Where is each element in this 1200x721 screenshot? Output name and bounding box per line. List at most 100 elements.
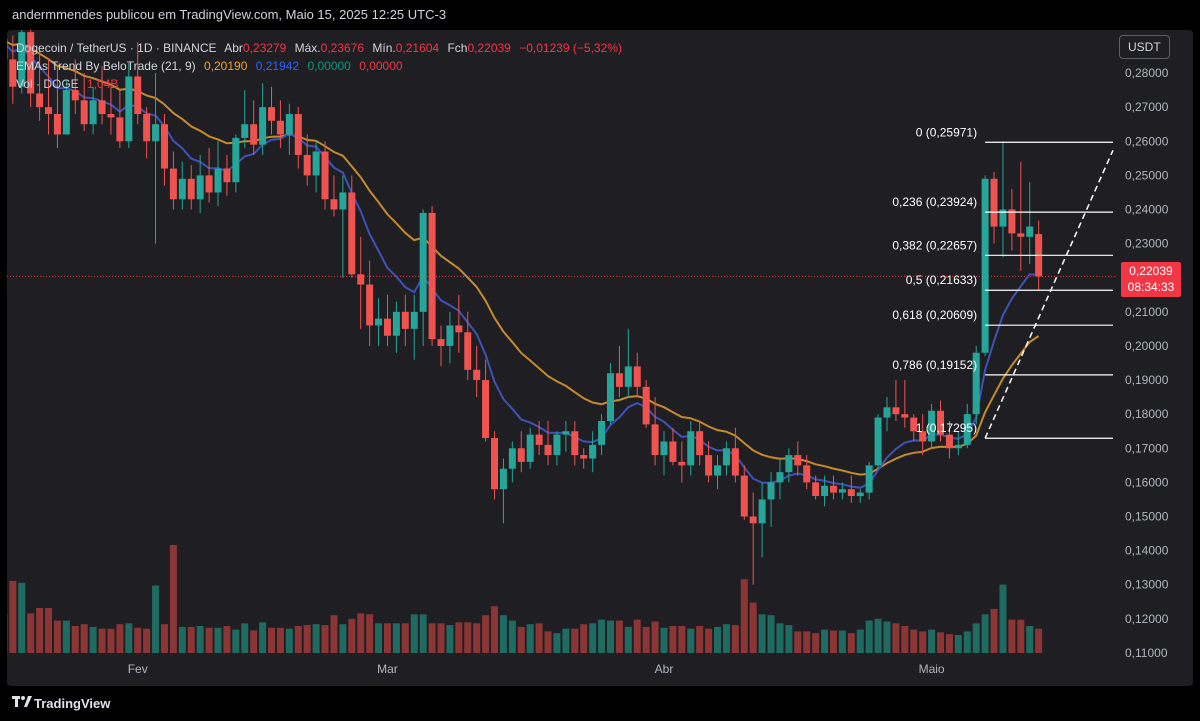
candle-body <box>9 59 17 87</box>
candle-body <box>499 468 507 490</box>
candle-body <box>651 424 659 456</box>
volume-bar <box>285 628 293 653</box>
volume-bar <box>339 624 347 653</box>
volume-bar <box>27 613 35 653</box>
symbol-legend-row: Dogecoin / TetherUS · 1D · BINANCE Abr0,… <box>16 39 622 57</box>
volume-bar <box>116 624 124 653</box>
tradingview-brand[interactable]: TradingView <box>34 696 111 711</box>
candle-body <box>312 151 320 176</box>
y-tick-label: 0,16000 <box>1125 475 1169 489</box>
volume-bar <box>241 623 249 653</box>
candle-body <box>80 100 88 125</box>
candle-body <box>223 168 231 183</box>
volume-bar <box>1035 628 1043 653</box>
volume-bar <box>972 623 980 653</box>
candle-body <box>731 448 739 476</box>
volume-bar <box>62 620 70 653</box>
candle-body <box>294 113 302 155</box>
y-tick-label: 0,23000 <box>1125 237 1169 251</box>
candle-body <box>517 448 525 462</box>
candle-body <box>722 448 730 466</box>
price-chart[interactable]: 0,11000 0,12000 0,13000 0,14000 0,15000 0,160… <box>7 30 1193 686</box>
chart-legend: Dogecoin / TetherUS · 1D · BINANCE Abr0,… <box>16 39 622 93</box>
volume-bar <box>428 623 436 653</box>
currency-button[interactable]: USDT <box>1119 35 1170 59</box>
volume-bar <box>491 606 499 653</box>
ema-slow-line <box>7 41 1040 476</box>
candle-body <box>749 516 757 524</box>
volume-bar <box>589 623 597 653</box>
candle-body <box>366 284 374 326</box>
volume-bar <box>705 628 713 653</box>
candle-body <box>803 465 811 483</box>
volume-bar <box>508 620 516 653</box>
candle-body <box>615 373 623 387</box>
candle-body <box>62 90 70 135</box>
candle-body <box>321 151 329 200</box>
candle-body <box>972 352 980 415</box>
y-tick-label: 0,11000 <box>1125 646 1168 660</box>
ema-value-4: 0,00000 <box>359 59 403 73</box>
bar-countdown: 08:34:33 <box>1127 280 1175 294</box>
fib-level-label: 0,786 (0,19152) <box>892 358 977 372</box>
fib-level-label: 1 (0,17295) <box>916 421 977 435</box>
y-tick-label: 0,24000 <box>1125 203 1169 217</box>
volume-bar <box>580 624 588 653</box>
candle-body <box>446 325 454 346</box>
volume-bar <box>642 626 650 653</box>
chart-panel[interactable]: 0,11000 0,12000 0,13000 0,14000 0,15000 0,160… <box>7 30 1193 686</box>
candle-body <box>901 414 909 418</box>
volume-bar <box>89 626 97 653</box>
candle-body <box>375 318 383 326</box>
candle-body <box>98 100 106 114</box>
candle-body <box>330 199 338 210</box>
volume-bar <box>1008 619 1016 653</box>
volume-bar <box>80 624 88 653</box>
volume-bar <box>268 627 276 653</box>
volume-bar <box>937 632 945 653</box>
candle-body <box>187 178 195 200</box>
volume-bar <box>36 608 44 653</box>
volume-bar <box>1017 619 1025 653</box>
symbol-name[interactable]: Dogecoin / TetherUS · 1D · BINANCE <box>16 41 217 55</box>
volume-bar <box>892 623 900 653</box>
candle-body <box>178 178 186 200</box>
y-tick-label: 0,14000 <box>1125 544 1169 558</box>
ema-indicator-name[interactable]: EMAs Trend By BeloTrade (21, 9) <box>16 59 196 73</box>
candle-body <box>303 154 311 176</box>
volume-bar <box>321 625 329 653</box>
volume-bar <box>223 626 231 653</box>
candle-body <box>125 76 133 142</box>
volume-bar <box>678 626 686 653</box>
candle-body <box>526 434 534 462</box>
volume-bar <box>205 627 213 653</box>
candle-body <box>990 178 998 227</box>
volume-bar <box>53 620 61 653</box>
x-tick-label: Maio <box>919 662 945 676</box>
volume-bar <box>633 619 641 653</box>
y-tick-label: 0,13000 <box>1125 578 1169 592</box>
candle-body <box>401 311 409 329</box>
volume-bar <box>375 623 383 653</box>
volume-bar <box>214 627 222 653</box>
candle-body <box>767 482 775 500</box>
candle-body <box>571 431 579 456</box>
candle-body <box>714 465 722 476</box>
candle-body <box>464 332 472 370</box>
candle-body <box>143 113 151 142</box>
volume-bar <box>312 624 320 653</box>
fib-level-label: 0,5 (0,21633) <box>906 273 977 287</box>
volume-bar <box>98 628 106 653</box>
y-tick-label: 0,27000 <box>1125 100 1169 114</box>
volume-bar <box>901 626 909 653</box>
volume-bar <box>169 545 177 653</box>
volume-indicator-name[interactable]: Vol · DOGE <box>16 77 79 91</box>
candle-body <box>999 209 1007 227</box>
volume-bar <box>847 633 855 653</box>
volume-bar <box>624 626 632 653</box>
candle-body <box>392 311 400 336</box>
volume-bar <box>303 625 311 653</box>
volume-bar <box>392 623 400 653</box>
ema-value-2: 0,21942 <box>255 59 300 73</box>
